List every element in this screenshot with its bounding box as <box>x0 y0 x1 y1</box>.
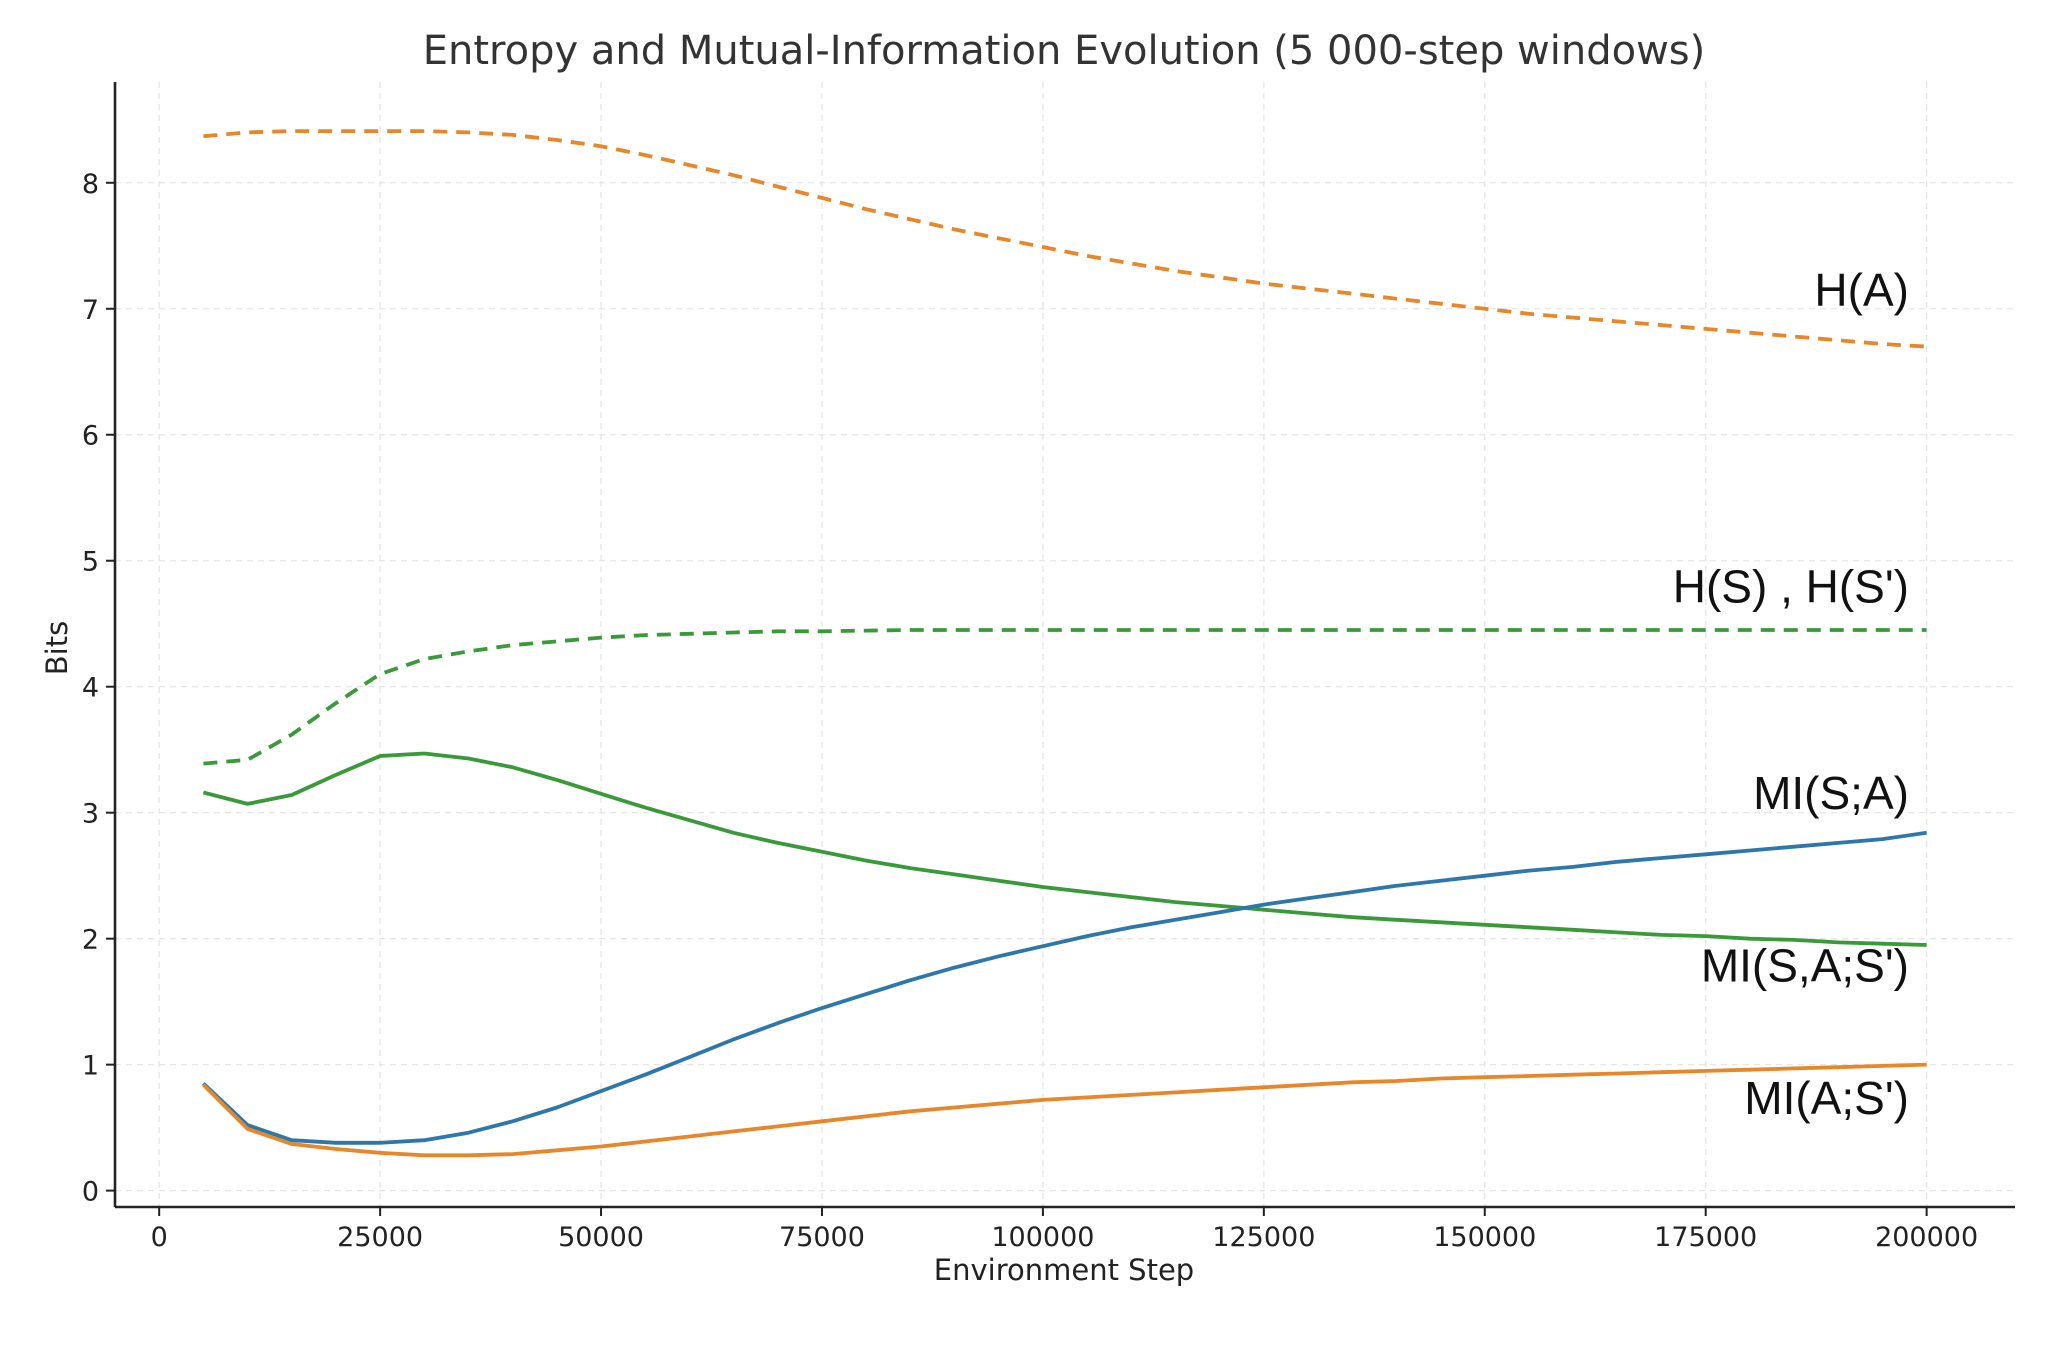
series-line-mi-a-s <box>202 1062 1927 1158</box>
y-tick-label: 7 <box>82 295 99 326</box>
y-tick-label: 8 <box>82 169 99 200</box>
x-tick-label: 100000 <box>991 1222 1094 1253</box>
y-tick-label: 5 <box>82 547 99 578</box>
series-line-mi-s-a-s <box>202 751 1927 947</box>
x-axis-title: Environment Step <box>934 1253 1194 1287</box>
y-tick-label: 2 <box>82 925 99 956</box>
x-tick-label: 200000 <box>1875 1222 1978 1253</box>
axes: 0 25000 50000 75000 100000 125000 150000 175000… <box>82 82 2015 1253</box>
series-label: MI(A;S') <box>1744 1072 1909 1124</box>
series-line-mi-s-a <box>202 830 1927 1145</box>
y-tick-label: 6 <box>82 421 99 452</box>
series-line-h-a <box>203 129 1927 349</box>
series-label: H(A) <box>1814 264 1909 316</box>
x-tick-label: 125000 <box>1212 1222 1315 1253</box>
series-line-h-s-h-s <box>203 628 1927 766</box>
series-label: MI(S,A;S') <box>1701 939 1909 991</box>
y-tick-label: 3 <box>82 799 99 830</box>
chart-title: Entropy and Mutual-Information Evolution… <box>423 28 1706 74</box>
y-tick-label: 1 <box>82 1051 99 1082</box>
series-label: H(S) , H(S') <box>1673 560 1909 612</box>
series-label: MI(S;A) <box>1753 767 1909 819</box>
grid <box>115 82 2015 1207</box>
x-tick-label: 75000 <box>779 1222 865 1253</box>
x-tick-label: 175000 <box>1654 1222 1757 1253</box>
y-axis-title: Bits <box>40 621 74 675</box>
x-tick-label: 50000 <box>558 1222 644 1253</box>
x-tick-label: 0 <box>151 1222 168 1253</box>
y-tick-label: 4 <box>82 673 99 704</box>
x-tick-label: 150000 <box>1433 1222 1536 1253</box>
x-tick-label: 25000 <box>337 1222 423 1253</box>
y-tick-label: 0 <box>82 1177 99 1208</box>
series-labels: H(A) H(S) , H(S') MI(S;A) MI(S,A;S') MI(A;S'… <box>1673 264 1909 1124</box>
series-lines <box>202 129 1927 1158</box>
